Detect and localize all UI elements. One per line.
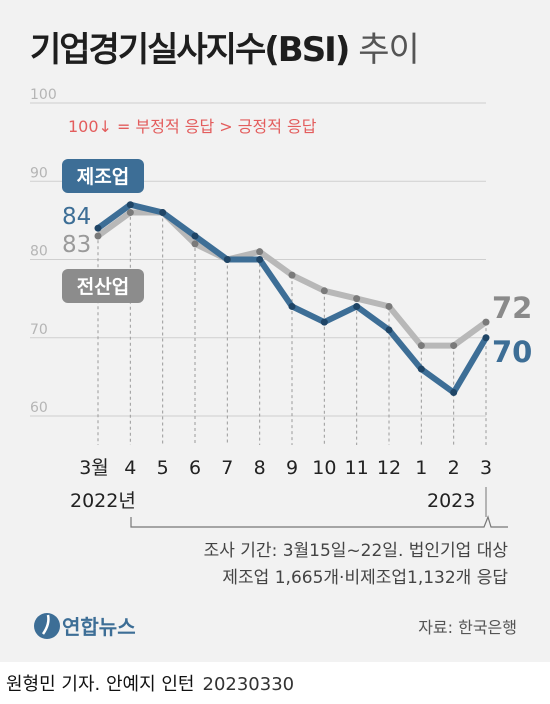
x-tick-label: 5 [157, 457, 169, 479]
x-tick-label: 3 [480, 457, 492, 479]
logo-text: 연합뉴스 [62, 615, 136, 639]
x-tick-label: 11 [345, 457, 369, 479]
data-point [482, 318, 490, 326]
publish-date: 20230330 [202, 674, 295, 695]
data-point [353, 295, 361, 303]
legend-badge-all-industry [62, 269, 144, 303]
year-label-2022: 2022년 [70, 490, 136, 512]
x-tick-label: 3월 [79, 457, 109, 479]
y-tick-label: 70 [30, 322, 48, 338]
end-label-manufacturing: 70 [492, 335, 532, 369]
legend-label-all-industry: 전산업 [77, 276, 129, 298]
data-point [320, 287, 328, 295]
y-tick-label: 100 [30, 87, 57, 103]
series-line-0 [95, 201, 489, 396]
x-tick-label: 7 [221, 457, 233, 479]
data-point [256, 248, 264, 256]
survey-respondents: 제조업 1,665개·비제조업1,132개 응답 [222, 568, 508, 588]
year-label-2023: 2023 [427, 490, 475, 512]
data-point [126, 201, 134, 209]
x-tick-label: 8 [254, 457, 266, 479]
data-point [191, 240, 199, 248]
start-label-manufacturing: 84 [62, 204, 91, 230]
series-lines [95, 201, 489, 396]
period-bracket [130, 515, 508, 528]
data-point [256, 256, 264, 263]
data-point [450, 389, 458, 397]
y-tick-label: 90 [30, 165, 48, 181]
logo-mark [41, 614, 50, 635]
x-tick-label: 6 [189, 457, 201, 479]
yonhap-logo: 연합뉴스 [34, 613, 136, 639]
x-tick-label: 12 [377, 457, 401, 479]
title-main: 기업경기실사지수(BSI) [30, 30, 350, 70]
series-points [94, 201, 490, 397]
x-tick-label: 2 [448, 457, 460, 479]
data-point [223, 256, 231, 263]
y-axis: 100 90 80 70 60 [30, 87, 57, 416]
title-sub: 추이 [358, 30, 420, 70]
data-point [94, 224, 102, 232]
bsi-line-chart: 100 90 80 70 60 100↓ = 부정적 응답 > 긍정적 응답 3월 4 5 6… [30, 87, 532, 639]
data-point [385, 302, 393, 310]
start-label-all-industry: 83 [62, 232, 91, 258]
x-axis: 3월 4 5 6 7 8 9 10 11 12 1 2 3 [79, 457, 492, 479]
end-label-all-industry: 72 [492, 291, 532, 325]
byline: 원형민 기자. 안예지 인턴 20230330 [6, 670, 294, 696]
infographic-card [0, 0, 550, 662]
data-point [385, 326, 393, 334]
data-point [450, 342, 458, 350]
legend-label-manufacturing: 제조업 [77, 166, 129, 188]
credit-text: 원형민 기자. 안예지 인턴 [6, 674, 195, 695]
source-note: 자료: 한국은행 [418, 618, 517, 637]
legend-badge-manufacturing [62, 159, 144, 193]
survey-period: 조사 기간: 3월15일~22일. 법인기업 대상 [204, 541, 509, 561]
data-point [288, 302, 296, 310]
x-tick-label: 9 [286, 457, 298, 479]
y-tick-label: 80 [30, 244, 48, 260]
data-point [417, 365, 425, 373]
data-point [417, 342, 425, 350]
y-tick-label: 60 [30, 400, 48, 416]
data-point [126, 209, 134, 217]
data-point [94, 232, 102, 240]
data-point [288, 271, 296, 279]
chart-note: 100↓ = 부정적 응답 > 긍정적 응답 [68, 117, 317, 136]
data-point [159, 209, 167, 217]
vertical-guides [97, 204, 487, 445]
data-point [482, 334, 490, 342]
chart-title: 기업경기실사지수(BSI) 추이 [30, 22, 420, 71]
x-tick-label: 10 [312, 457, 336, 479]
x-tick-label: 4 [124, 457, 136, 479]
x-tick-label: 1 [415, 457, 427, 479]
data-point [320, 318, 328, 326]
data-point [353, 302, 361, 310]
data-point [191, 232, 199, 240]
